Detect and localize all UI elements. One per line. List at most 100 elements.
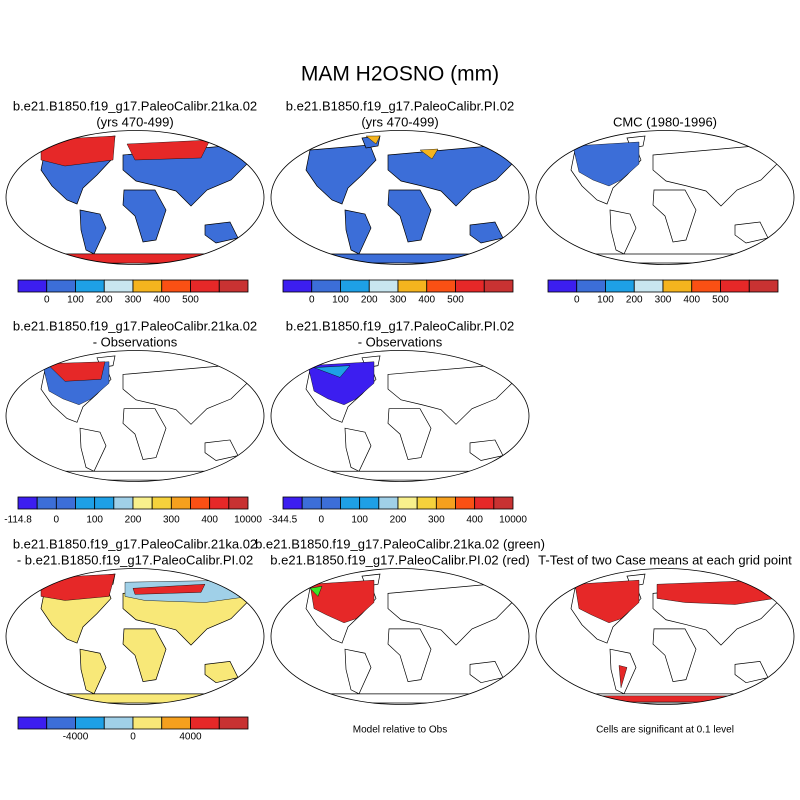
map-content [40,573,252,704]
land [204,439,239,461]
colorbar-box [113,496,134,510]
land [79,427,107,472]
colorbar-box [416,496,437,510]
colorbar-label: 100 [332,295,349,306]
colorbar-box [161,716,191,730]
land [79,209,107,255]
map-content [305,135,517,264]
panel: b.e21.B1850.f19_g17.PaleoCalibr.21ka.02 … [255,536,545,735]
land [79,648,107,695]
colorbar-box [103,716,134,730]
colorbar-label: 300 [428,515,445,526]
colorbar-label: 400 [153,295,170,306]
colorbar-box [474,496,495,510]
colorbar-label: 0 [54,515,60,526]
colorbar-box [720,279,750,293]
snow-field [132,584,206,595]
land [309,470,491,481]
snow-field [309,586,323,597]
land [609,209,637,255]
land [122,628,167,683]
figure-title: MAM H2OSNO (mm) [301,63,499,86]
panel-title: - Observations [358,334,443,349]
colorbar-box [320,496,341,510]
colorbar-box [368,279,399,293]
land [204,221,239,244]
map-content [570,573,782,704]
map-border [5,568,265,705]
colorbar-label: 10000 [499,515,527,526]
panel-title: T-Test of two Case means at each grid po… [538,552,792,567]
colorbar-box [397,496,418,510]
snow-field [126,139,211,161]
map [535,568,795,705]
land [122,189,167,243]
land [387,628,432,683]
snow-field [44,253,226,264]
snow-field [365,135,381,145]
colorbar-label: 400 [418,295,435,306]
land [344,209,372,255]
colorbar-box [397,279,428,293]
panel-title: b.e21.B1850.f19_g17.PaleoCalibr.21ka.02 … [255,536,545,551]
map-border [5,350,265,482]
colorbar-box [190,279,220,293]
colorbar-box [218,279,249,293]
colorbar-box [103,279,134,293]
colorbar-box [605,279,635,293]
colorbar-box [75,279,105,293]
map [270,568,530,705]
map [5,568,265,705]
colorbar-label: 300 [655,295,672,306]
colorbar-box [190,716,220,730]
map-content [305,355,517,481]
panel-title: b.e21.B1850.f19_g17.PaleoCalibr.21ka.02 [13,318,257,333]
map [270,350,530,482]
land [574,253,756,264]
map-content [40,355,252,481]
panel: b.e21.B1850.f19_g17.PaleoCalibr.PI.02- O… [269,318,530,526]
snow-field [40,573,116,601]
land [344,648,372,695]
map [270,130,530,265]
colorbar-label: 100 [86,515,103,526]
map-content [305,573,517,704]
colorbar-box [426,279,456,293]
colorbar-box [301,496,322,510]
land [387,189,432,243]
colorbar-label: 4000 [179,732,202,743]
land [344,427,372,472]
colorbar-label: 0 [319,515,325,526]
colorbar-label: 400 [201,515,218,526]
snow-field [309,579,375,624]
land [387,408,432,460]
colorbar-box [311,279,341,293]
land [305,144,377,205]
colorbar-box [435,496,456,510]
map-border [270,350,530,482]
colorbar-box [547,279,578,293]
colorbar-label: 100 [67,295,84,306]
panel: b.e21.B1850.f19_g17.PaleoCalibr.21ka.02(… [5,98,265,306]
colorbar-box [228,496,249,510]
map-border [270,568,530,705]
colorbar-label: 500 [712,295,729,306]
snow-field [574,579,640,624]
colorbar-box [576,279,606,293]
snow-field [307,361,375,405]
panel-title: (yrs 470-499) [361,114,438,129]
panel-title: b.e21.B1850.f19_g17.PaleoCalibr.21ka.02 [13,536,257,551]
land [652,628,697,683]
colorbar-box [455,279,485,293]
colorbar-label: 200 [390,515,407,526]
colorbar-box [132,496,153,510]
colorbar-box [493,496,514,510]
colorbar-box [340,496,361,510]
panel: CMC (1980-1996) 0 100 200 300 400 500 [535,114,795,306]
land [309,693,491,704]
map-border [535,568,795,705]
colorbar-box [282,279,313,293]
colorbar-box [691,279,721,293]
panel-title: b.e21.B1850.f19_g17.PaleoCalibr.21ka.02 [13,98,257,113]
